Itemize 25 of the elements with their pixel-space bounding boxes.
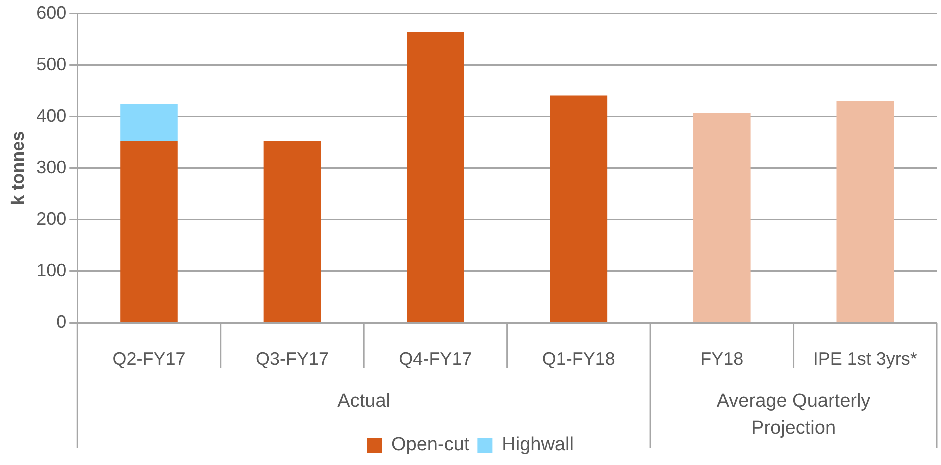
bar <box>264 141 322 322</box>
x-tick-label: Q3-FY17 <box>256 348 329 369</box>
y-axis-title: k tonnes <box>8 131 28 206</box>
text: Average Quarterly Projection <box>716 391 872 440</box>
bar <box>120 104 178 142</box>
bar <box>836 101 894 322</box>
y-tick-label: 300 <box>36 157 67 178</box>
bar <box>550 96 608 322</box>
legend-label: Highwall <box>502 434 574 456</box>
x-tick-label: Q1-FY18 <box>542 348 616 369</box>
bar <box>120 141 178 322</box>
y-tick-label: 100 <box>36 260 67 280</box>
x-tick-label: IPE 1st 3yrs* <box>813 348 918 369</box>
y-tick-label: 500 <box>36 54 67 74</box>
x-tick-label: Q4-FY17 <box>399 348 472 369</box>
y-tick-label: 200 <box>36 208 67 229</box>
bar <box>407 32 464 322</box>
x-tick-label: FY18 <box>700 348 744 369</box>
x-tick-label: Q2-FY17 <box>112 348 186 369</box>
text: Actual <box>338 391 390 412</box>
bar <box>694 113 751 322</box>
legend-label: Open-cut <box>392 434 470 456</box>
y-tick-label: 600 <box>36 2 67 23</box>
y-tick-label: 400 <box>36 106 67 126</box>
y-tick-label: 0 <box>56 312 67 332</box>
